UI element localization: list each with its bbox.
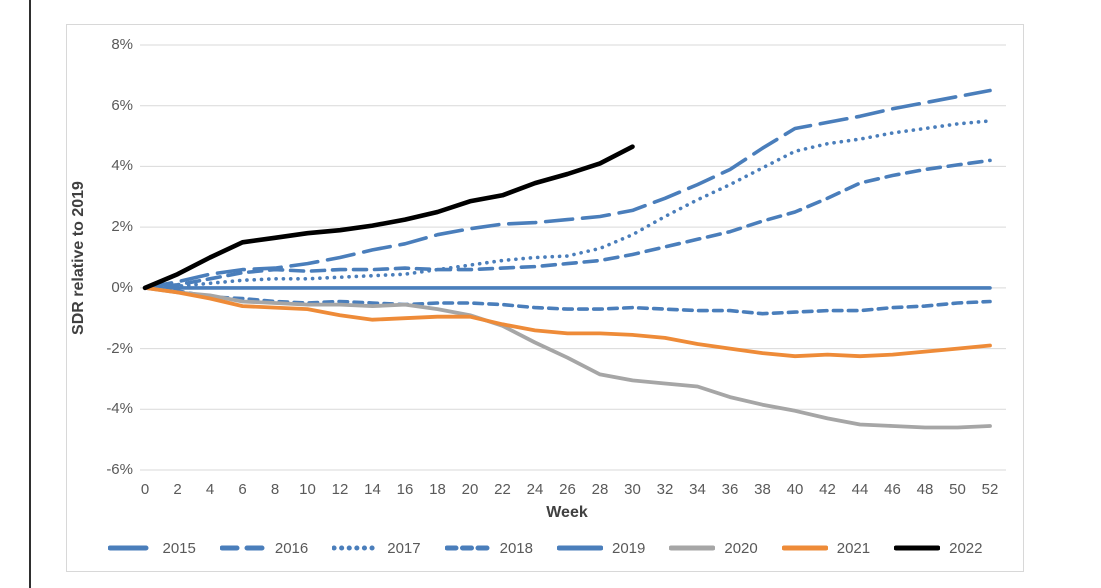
legend-line-sample-2022	[894, 545, 941, 551]
series-line-2015	[143, 88, 992, 290]
x-tick-label-34: 34	[689, 481, 706, 498]
legend-label-2017: 2017	[387, 539, 421, 557]
series-line-2021	[143, 285, 992, 359]
x-tick-label-48: 48	[916, 481, 934, 498]
legend-label-2015: 2015	[162, 539, 196, 557]
x-tick-label-42: 42	[819, 481, 836, 498]
x-tick-label-30: 30	[624, 481, 641, 498]
x-tick-label-36: 36	[721, 481, 739, 498]
legend-item-2021: 2021	[781, 539, 871, 557]
x-tick-label-44: 44	[851, 481, 869, 498]
legend-line-sample-2020	[669, 545, 716, 551]
y-tick-label--4: -4%	[106, 400, 133, 418]
series-line-2016	[143, 158, 992, 290]
y-tick-label-8: 8%	[111, 36, 133, 53]
y-axis-title: SDR relative to 2019	[70, 181, 87, 335]
legend-line-sample-2018	[444, 545, 491, 551]
x-tick-label-14: 14	[364, 481, 381, 498]
x-tick-label-24: 24	[526, 481, 544, 498]
y-tick-label--2: -2%	[106, 339, 133, 357]
x-tick-label-40: 40	[786, 481, 804, 498]
legend-item-2022: 2022	[894, 539, 983, 557]
legend-line-sample-2015	[107, 545, 154, 551]
x-tick-label-46: 46	[884, 481, 901, 498]
x-tick-label-16: 16	[396, 481, 414, 498]
y-tick-label-4: 4%	[111, 157, 133, 175]
legend-item-2020: 2020	[669, 539, 758, 557]
y-tick-label-2: 2%	[111, 218, 133, 236]
series-line-2020	[143, 285, 992, 430]
legend-label-2021: 2021	[836, 539, 871, 557]
x-tick-label-18: 18	[429, 481, 446, 498]
legend-line-sample-2021	[781, 545, 828, 551]
x-tick-label-2: 2	[173, 481, 182, 498]
x-tick-label-52: 52	[981, 481, 999, 498]
x-tick-label-28: 28	[591, 481, 609, 498]
series-line-2022	[142, 144, 635, 291]
legend-label-2016: 2016	[274, 539, 309, 557]
x-tick-label-0: 0	[140, 481, 150, 498]
y-tick-label--6: -6%	[106, 461, 133, 478]
x-tick-label-4: 4	[205, 481, 215, 498]
legend-item-2018: 2018	[444, 539, 533, 557]
x-tick-label-38: 38	[754, 481, 771, 498]
x-tick-label-10: 10	[299, 481, 316, 498]
legend-label-2020: 2020	[724, 539, 758, 557]
x-tick-label-20: 20	[461, 481, 479, 498]
y-tick-label-0: 0%	[111, 278, 133, 296]
legend-item-2019: 2019	[557, 540, 645, 557]
x-tick-label-6: 6	[238, 481, 247, 498]
legend: 2015 2016 2017 2018 2019 2020 2021 2022	[66, 537, 1024, 559]
x-tick-label-8: 8	[270, 481, 280, 498]
x-tick-label-26: 26	[559, 481, 576, 498]
legend-line-sample-2019	[557, 545, 603, 551]
legend-label-2018: 2018	[499, 539, 533, 557]
legend-line-sample-2016	[219, 545, 266, 551]
legend-item-2017: 2017	[332, 539, 421, 557]
screenshot-left-edge	[29, 0, 31, 588]
x-tick-label-50: 50	[949, 481, 966, 498]
series-line-2018	[143, 286, 992, 316]
legend-label-2019: 2019	[612, 539, 646, 557]
x-tick-label-32: 32	[656, 481, 674, 498]
legend-label-2022: 2022	[949, 539, 983, 557]
legend-item-2016: 2016	[219, 539, 309, 557]
x-tick-label-22: 22	[494, 481, 511, 498]
y-tick-label-6: 6%	[111, 96, 133, 114]
legend-line-sample-2017	[332, 545, 379, 551]
legend-item-2015: 2015	[107, 539, 196, 557]
x-tick-label-12: 12	[331, 481, 349, 498]
series-line-2017	[143, 119, 992, 290]
x-axis-title: Week	[546, 504, 588, 521]
